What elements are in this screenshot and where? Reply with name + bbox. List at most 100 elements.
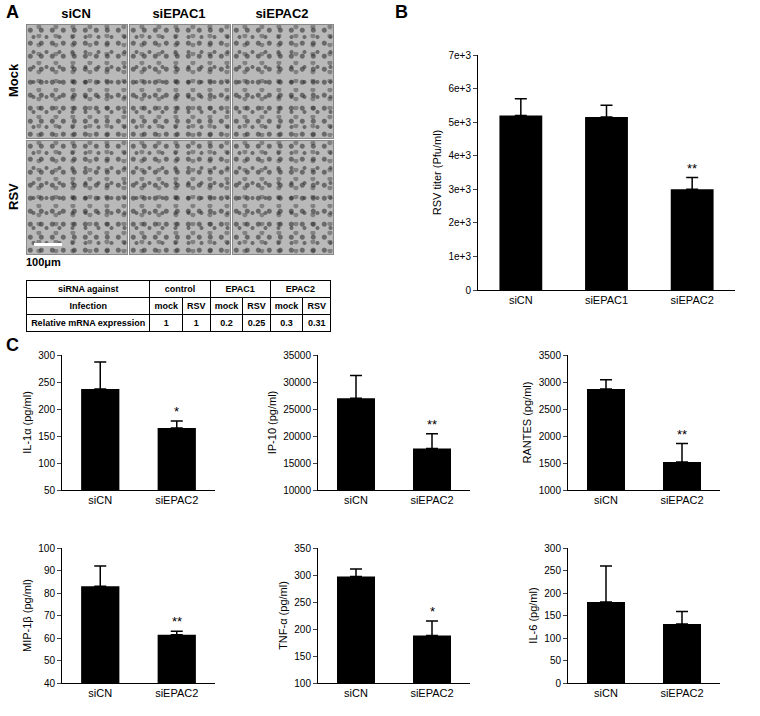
svg-text:IL-6 (pg/ml): IL-6 (pg/ml) — [527, 587, 539, 643]
html-text:siEPAC1: siEPAC1 — [152, 6, 206, 21]
svg-text:siCN: siCN — [509, 294, 533, 306]
svg-text:5e+3: 5e+3 — [448, 117, 471, 128]
html-text:mock: mock — [214, 301, 239, 311]
svg-text:250: 250 — [38, 377, 55, 388]
svg-text:siEPAC1: siEPAC1 — [585, 294, 628, 306]
svg-text:0: 0 — [465, 285, 471, 296]
svg-text:siEPAC2: siEPAC2 — [660, 687, 703, 699]
html-text:Relative mRNA expression: Relative mRNA expression — [31, 318, 146, 328]
html-text:mock: mock — [154, 301, 178, 311]
svg-text:6e+3: 6e+3 — [448, 83, 471, 94]
svg-text:siEPAC2: siEPAC2 — [155, 687, 198, 699]
html-text:siEPAC2: siEPAC2 — [255, 6, 309, 21]
svg-text:4e+3: 4e+3 — [448, 150, 471, 161]
svg-text:70: 70 — [44, 610, 56, 621]
svg-text:**: ** — [427, 417, 437, 432]
svg-text:40: 40 — [44, 678, 56, 689]
html-text:siCN: siCN — [61, 6, 91, 21]
svg-text:siEPAC2: siEPAC2 — [410, 687, 453, 699]
svg-text:3e+3: 3e+3 — [448, 184, 471, 195]
svg-text:0: 0 — [555, 678, 561, 689]
svg-text:25000: 25000 — [283, 404, 311, 415]
svg-text:IP-10 (pg/ml): IP-10 (pg/ml) — [266, 391, 278, 455]
html-text:control: control — [164, 284, 196, 294]
html-text:0.2: 0.2 — [220, 318, 233, 328]
html-text:0.3: 0.3 — [280, 318, 293, 328]
svg-text:siEPAC2: siEPAC2 — [671, 294, 714, 306]
svg-text:siCN: siCN — [88, 494, 112, 506]
svg-text:2e+3: 2e+3 — [448, 217, 471, 228]
svg-text:350: 350 — [294, 543, 311, 554]
html-text:A: A — [6, 2, 19, 22]
html-text:Infection: Infection — [69, 301, 107, 311]
svg-text:siEPAC2: siEPAC2 — [155, 494, 198, 506]
svg-text:300: 300 — [38, 350, 55, 361]
svg-text:20000: 20000 — [283, 431, 311, 442]
svg-text:35000: 35000 — [283, 350, 311, 361]
html-text:Mock: Mock — [6, 63, 21, 98]
html-text:1: 1 — [163, 318, 169, 328]
html-text:EPAC2: EPAC2 — [285, 284, 315, 294]
svg-text:250: 250 — [544, 565, 561, 576]
svg-text:90: 90 — [44, 565, 56, 576]
svg-text:*: * — [174, 404, 179, 419]
svg-text:250: 250 — [294, 597, 311, 608]
svg-text:150: 150 — [38, 431, 55, 442]
svg-text:15000: 15000 — [283, 458, 311, 469]
html-text:EPAC1: EPAC1 — [225, 284, 255, 294]
svg-text:1000: 1000 — [539, 485, 562, 496]
svg-text:IL-1α (pg/ml): IL-1α (pg/ml) — [21, 391, 33, 454]
html-text:RSV: RSV — [187, 301, 206, 311]
svg-text:siEPAC2: siEPAC2 — [660, 494, 703, 506]
svg-text:7e+3: 7e+3 — [448, 50, 471, 61]
svg-text:200: 200 — [294, 624, 311, 635]
html-text:siRNA against: siRNA against — [57, 284, 119, 294]
html-text:RSV: RSV — [247, 301, 266, 311]
svg-text:200: 200 — [544, 588, 561, 599]
svg-text:100: 100 — [294, 678, 311, 689]
svg-text:RANTES (pg/ml): RANTES (pg/ml) — [521, 382, 533, 464]
svg-text:100: 100 — [544, 633, 561, 644]
svg-text:**: ** — [677, 427, 687, 442]
svg-text:50: 50 — [44, 655, 56, 666]
svg-text:siCN: siCN — [344, 494, 368, 506]
html-text:0.25: 0.25 — [247, 318, 266, 328]
svg-text:10000: 10000 — [283, 485, 311, 496]
html-text:100μm: 100μm — [26, 256, 61, 268]
svg-text:300: 300 — [544, 543, 561, 554]
html-text:mock: mock — [274, 301, 299, 311]
svg-text:2500: 2500 — [539, 404, 562, 415]
svg-text:**: ** — [687, 161, 697, 176]
html-text:B: B — [395, 2, 408, 22]
svg-text:*: * — [430, 604, 435, 619]
svg-text:3000: 3000 — [539, 377, 562, 388]
svg-text:siCN: siCN — [594, 687, 618, 699]
svg-text:1500: 1500 — [539, 458, 562, 469]
svg-text:300: 300 — [294, 570, 311, 581]
svg-text:80: 80 — [44, 588, 56, 599]
svg-text:2000: 2000 — [539, 431, 562, 442]
svg-text:150: 150 — [544, 610, 561, 621]
svg-text:50: 50 — [44, 485, 56, 496]
svg-text:siCN: siCN — [344, 687, 368, 699]
svg-text:150: 150 — [294, 651, 311, 662]
svg-text:RSV titer (Pfu/ml): RSV titer (Pfu/ml) — [431, 130, 443, 216]
svg-text:50: 50 — [550, 655, 562, 666]
svg-text:100: 100 — [38, 543, 55, 554]
svg-text:**: ** — [172, 614, 182, 629]
html-text:0.31: 0.31 — [307, 318, 326, 328]
svg-text:siCN: siCN — [594, 494, 618, 506]
html-text:RSV: RSV — [307, 301, 326, 311]
svg-text:200: 200 — [38, 404, 55, 415]
svg-text:siCN: siCN — [88, 687, 112, 699]
svg-text:siEPAC2: siEPAC2 — [410, 494, 453, 506]
html-text:C: C — [6, 335, 19, 355]
html-text:RSV: RSV — [6, 183, 21, 210]
svg-text:TNF-α (pg/ml): TNF-α (pg/ml) — [277, 581, 289, 650]
svg-text:60: 60 — [44, 633, 56, 644]
svg-text:MIP-1β (pg/ml): MIP-1β (pg/ml) — [21, 579, 33, 652]
svg-text:3500: 3500 — [539, 350, 562, 361]
svg-text:30000: 30000 — [283, 377, 311, 388]
svg-text:100: 100 — [38, 458, 55, 469]
svg-text:1e+3: 1e+3 — [448, 251, 471, 262]
